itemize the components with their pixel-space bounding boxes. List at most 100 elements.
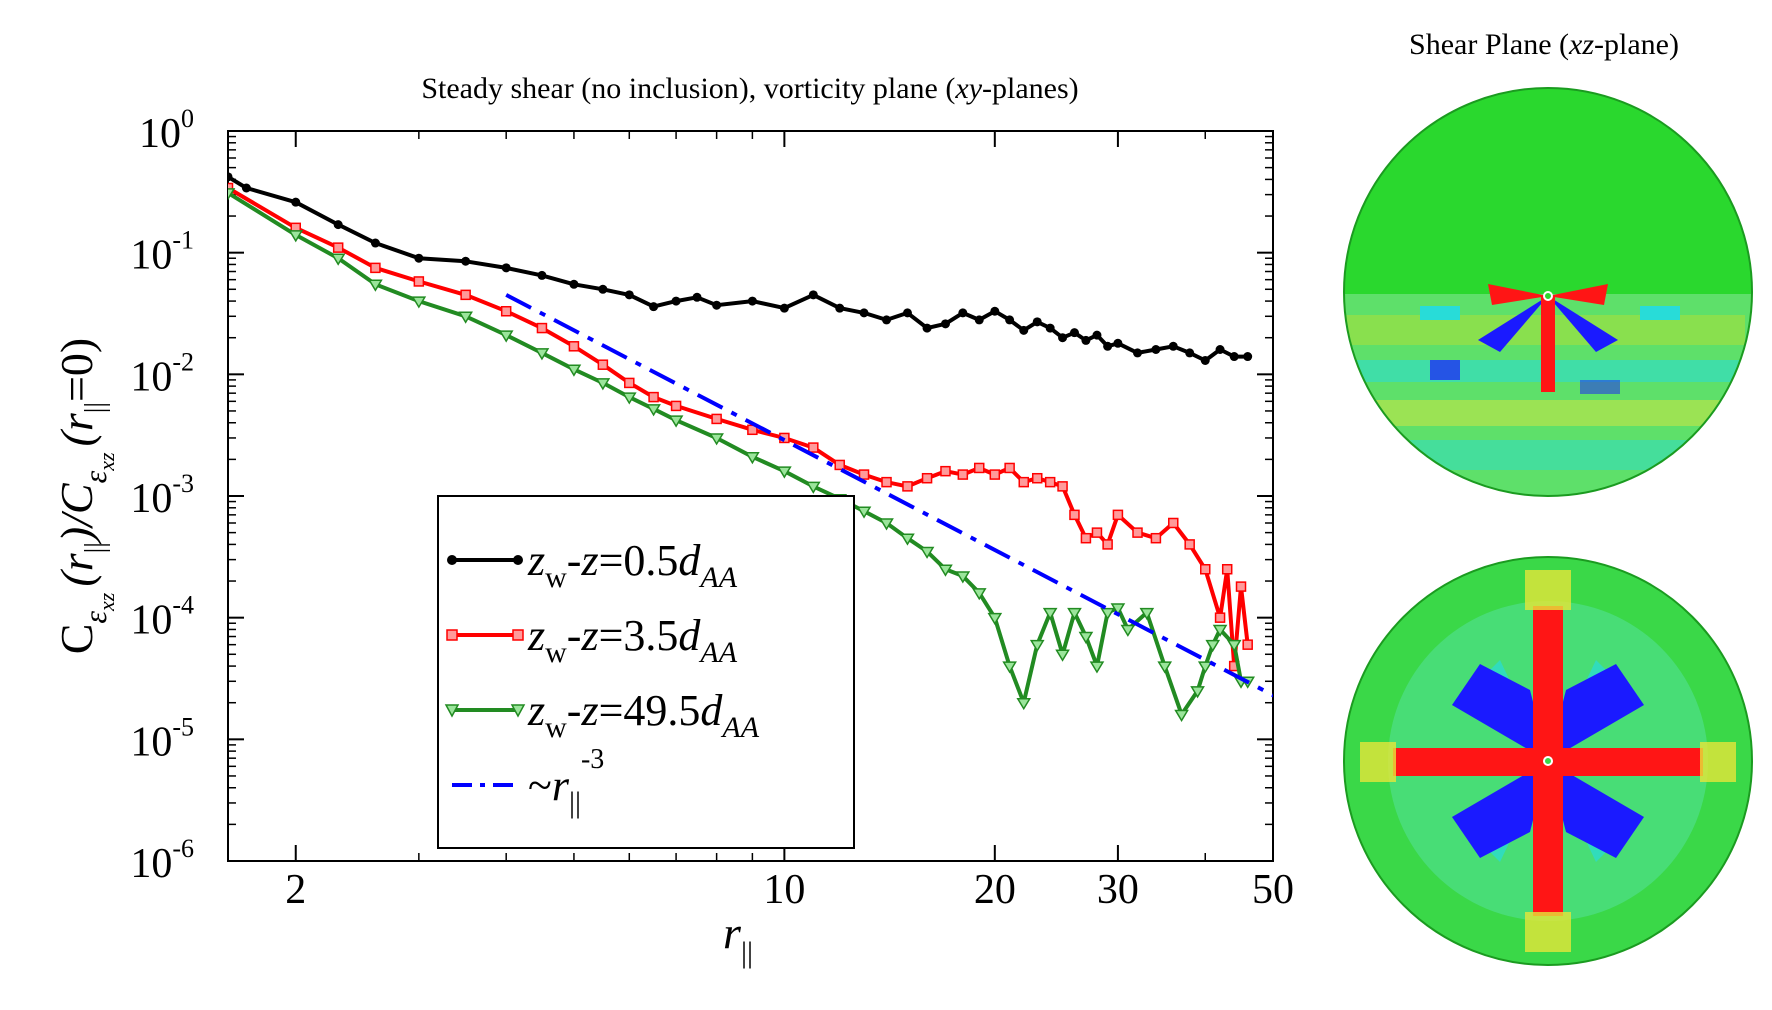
- data-point: [330, 253, 346, 266]
- data-point: [747, 296, 757, 306]
- data-point: [881, 476, 892, 488]
- y-tick-label: 10-4: [130, 591, 194, 644]
- data-point: [670, 400, 682, 412]
- data-point: [1150, 532, 1162, 544]
- data-point: [1080, 532, 1092, 544]
- data-point: [856, 506, 872, 519]
- x-axis-label: r||: [723, 907, 753, 969]
- data-point: [1235, 581, 1247, 592]
- data-point: [1139, 607, 1155, 621]
- data-point: [1190, 686, 1205, 699]
- data-point: [1168, 341, 1178, 351]
- data-point: [858, 469, 870, 480]
- data-point: [921, 472, 933, 484]
- data-point: [414, 253, 424, 263]
- legend-entry-0: zw-z=0.5dAA: [447, 536, 738, 594]
- data-point: [458, 311, 473, 324]
- data-point: [1089, 661, 1105, 674]
- data-point: [500, 305, 512, 317]
- data-point: [987, 612, 1003, 626]
- y-tick-label: 10-1: [130, 226, 194, 279]
- y-tick-label: 10-6: [130, 834, 194, 887]
- data-point: [692, 292, 702, 302]
- data-point: [228, 182, 234, 194]
- data-point: [413, 276, 425, 287]
- legend-entry-2: zw-z=49.5dAA: [444, 686, 760, 744]
- data-point: [1102, 539, 1113, 550]
- svg-text:zw-z=49.5dAA: zw-z=49.5dAA: [527, 686, 760, 744]
- data-point: [1197, 661, 1213, 674]
- data-point: [1078, 631, 1094, 644]
- series-line: [505, 293, 1273, 698]
- legend: zw-z=0.5dAA zw-z=3.5dAA zw-z=49.5dAA ~r|…: [437, 495, 855, 849]
- data-point: [649, 302, 659, 312]
- data-point: [1133, 348, 1143, 358]
- data-point: [537, 270, 547, 280]
- y-tick-label: 10-5: [130, 712, 194, 765]
- data-point: [671, 296, 681, 306]
- shear-plane-disc-bottom: [1343, 556, 1753, 966]
- y-axis-label: Cεxz(r||)/Cεxz(r||=0): [51, 338, 119, 655]
- data-point: [291, 197, 301, 207]
- data-point: [1151, 344, 1161, 354]
- data-point: [568, 341, 580, 352]
- legend-entry-3: ~r||-3: [452, 744, 604, 819]
- data-point: [370, 262, 381, 274]
- data-point: [712, 300, 722, 310]
- series-line: [228, 175, 1248, 363]
- data-point: [624, 290, 634, 300]
- series-2: [228, 188, 1256, 722]
- data-point: [1103, 341, 1113, 351]
- data-point: [1055, 649, 1070, 662]
- svg-text:zw-z=0.5dAA: zw-z=0.5dAA: [527, 536, 738, 594]
- data-point: [1031, 472, 1043, 484]
- data-point: [370, 238, 380, 248]
- data-point: [621, 392, 637, 405]
- x-tick-label: 2: [285, 867, 306, 913]
- data-point: [1113, 338, 1123, 348]
- data-point: [1091, 527, 1103, 538]
- data-point: [711, 413, 722, 425]
- data-point: [940, 465, 951, 477]
- data-point: [1044, 476, 1056, 488]
- data-point: [1019, 325, 1029, 335]
- data-point: [1069, 328, 1079, 338]
- data-point: [228, 188, 236, 201]
- data-point: [879, 518, 894, 531]
- svg-text:zw-z=3.5dAA: zw-z=3.5dAA: [527, 611, 738, 669]
- data-point: [835, 303, 845, 313]
- data-point: [955, 571, 971, 584]
- data-point: [1004, 462, 1015, 474]
- x-tick-label: 10: [763, 867, 805, 913]
- data-point: [411, 296, 427, 309]
- data-point: [1067, 607, 1082, 621]
- data-point: [333, 220, 343, 230]
- data-point: [332, 242, 344, 253]
- series-1: [228, 182, 1253, 672]
- x-tick-label: 50: [1252, 867, 1294, 913]
- x-tick-label: 20: [974, 867, 1016, 913]
- data-point: [779, 303, 789, 313]
- data-point: [648, 391, 659, 403]
- data-point: [805, 481, 821, 494]
- data-point: [1005, 315, 1015, 325]
- data-point: [1243, 352, 1253, 362]
- data-point: [1120, 624, 1136, 637]
- legend-entry-1: zw-z=3.5dAA: [446, 611, 738, 669]
- data-point: [569, 279, 579, 289]
- data-point: [958, 308, 968, 318]
- legend-box: [437, 495, 855, 849]
- svg-text:~r||-3: ~r||-3: [528, 744, 604, 819]
- data-point: [536, 322, 548, 334]
- data-point: [1215, 344, 1225, 354]
- data-point: [1032, 317, 1042, 327]
- data-point: [1212, 624, 1228, 637]
- data-point: [902, 481, 913, 492]
- data-point: [973, 462, 985, 474]
- data-point: [1081, 335, 1091, 345]
- data-point: [598, 284, 608, 294]
- data-point: [624, 377, 635, 389]
- side-panel-title: Shear Plane (xz-plane): [1409, 28, 1679, 61]
- data-point: [1110, 603, 1126, 616]
